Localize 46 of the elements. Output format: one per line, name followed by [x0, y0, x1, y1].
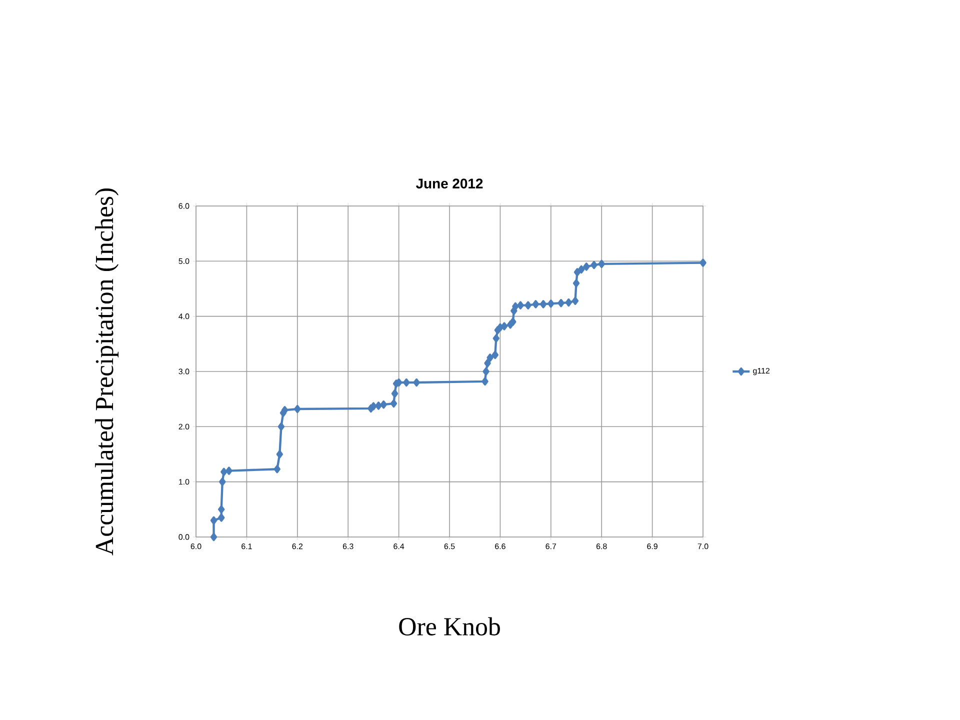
point — [572, 296, 579, 305]
point — [510, 318, 516, 326]
point — [540, 300, 547, 308]
point — [572, 279, 580, 288]
point — [482, 377, 488, 386]
point — [390, 399, 398, 408]
point — [276, 450, 284, 458]
point — [558, 298, 564, 308]
y-axis-title: Accumulated Precipitation (Inches) — [95, 188, 119, 556]
point — [590, 260, 598, 270]
point — [375, 402, 382, 410]
point — [574, 268, 581, 276]
point — [218, 514, 225, 522]
point — [391, 389, 398, 398]
point — [210, 532, 218, 542]
point — [278, 422, 285, 431]
point — [565, 298, 572, 307]
point — [598, 260, 605, 268]
point — [219, 478, 226, 486]
point — [484, 359, 491, 368]
point — [492, 350, 498, 360]
point — [220, 468, 228, 476]
point — [512, 302, 519, 310]
point — [548, 300, 554, 308]
point — [524, 301, 532, 310]
point — [583, 262, 590, 271]
point — [403, 378, 410, 387]
point — [532, 300, 540, 308]
chart-title: June 2012 — [416, 178, 483, 188]
point — [700, 258, 706, 267]
point — [274, 465, 280, 474]
x-axis-title: Ore Knob — [399, 617, 500, 636]
point — [294, 404, 301, 414]
point — [496, 323, 504, 332]
point — [210, 516, 218, 525]
point — [482, 367, 490, 376]
point — [380, 400, 387, 409]
point — [486, 354, 494, 362]
point — [413, 378, 420, 387]
point — [226, 466, 232, 475]
point — [500, 322, 508, 330]
point — [370, 402, 377, 410]
point — [218, 505, 225, 514]
point — [517, 301, 524, 310]
point — [492, 334, 500, 342]
point — [578, 265, 585, 274]
